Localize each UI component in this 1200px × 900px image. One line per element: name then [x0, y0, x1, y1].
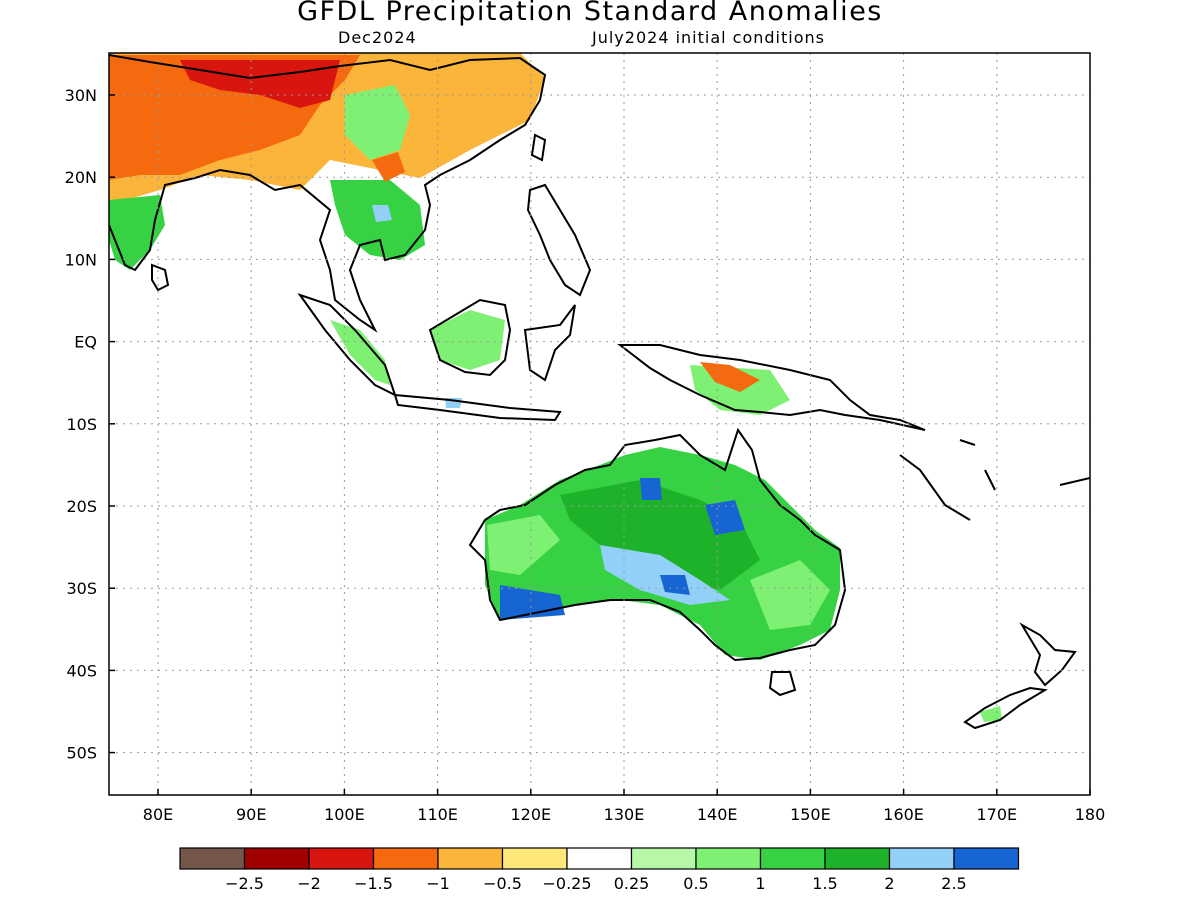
philippines-coast: [526, 183, 592, 297]
longitude-label: 130E: [604, 805, 645, 824]
colorbar-label: 2.5: [941, 874, 966, 893]
australia-extreme-wet-north: [640, 478, 662, 500]
sri-lanka-coast: [151, 263, 170, 292]
colorbar-label: −1: [426, 874, 450, 893]
latitude-label: 30S: [66, 579, 97, 598]
colorbar: −2.5 −2 −1.5 −1 −0.5 −0.25 0.25 0.5 1 1.5 2 2.5: [179, 847, 1020, 893]
colorbar-swatch: [179, 847, 246, 870]
colorbar-label: −1.5: [354, 874, 393, 893]
new-guinea-dry-patch: [700, 362, 760, 392]
latitude-label: 40S: [66, 661, 97, 680]
latitude-axis: 30N 20N 10N EQ 10S 20S 30S 40S 50S: [65, 86, 115, 763]
latitude-label: 50S: [66, 744, 97, 763]
forecast-month: Dec2024: [338, 28, 417, 47]
longitude-label: 150E: [790, 805, 831, 824]
colorbar-label: −0.25: [542, 874, 591, 893]
borneo-wet-region: [430, 310, 505, 370]
graticule: [109, 53, 1090, 795]
colorbar-label: −2.5: [225, 874, 264, 893]
australia-coast: [468, 427, 847, 662]
colorbar-swatch: [566, 847, 633, 870]
china-wet-patch: [345, 85, 410, 160]
sumatra-wet-region: [330, 320, 390, 385]
colorbar-swatch: [630, 847, 697, 870]
colorbar-swatch: [888, 847, 955, 870]
india-wet-region: [109, 195, 165, 270]
new-guinea-coast: [617, 344, 926, 431]
australia-moderate-wet-east: [750, 560, 830, 630]
indochina-very-wet-spot: [372, 205, 392, 222]
new-zealand-south-coast: [963, 686, 1048, 730]
pacific-islands-coast: [899, 439, 1090, 521]
latitude-label: 10N: [65, 250, 97, 269]
colorbar-label: 2: [884, 874, 894, 893]
initial-conditions-label: July2024 initial conditions: [592, 28, 825, 47]
taiwan-coast: [530, 133, 547, 162]
map-title: GFDL Precipitation Standard Anomalies: [297, 0, 883, 27]
australia-extreme-wet-central: [705, 500, 745, 535]
colorbar-label: −0.5: [483, 874, 522, 893]
longitude-label: 160E: [883, 805, 924, 824]
latitude-label: 20N: [65, 168, 97, 187]
longitude-label: 90E: [236, 805, 266, 824]
colorbar-swatch: [953, 847, 1020, 870]
longitude-label: 110E: [417, 805, 458, 824]
java-coast: [393, 393, 562, 422]
colorbar-label: 0.5: [683, 874, 708, 893]
colorbar-swatch: [372, 847, 439, 870]
longitude-label: 100E: [324, 805, 365, 824]
colorbar-swatch: [437, 847, 504, 870]
colorbar-swatch: [759, 847, 826, 870]
anomaly-field: [109, 53, 1002, 722]
borneo-coast: [428, 298, 512, 377]
longitude-label: 180: [1075, 805, 1106, 824]
colorbar-swatch: [824, 847, 891, 870]
new-zealand-north-coast: [1019, 622, 1077, 687]
colorbar-swatch: [501, 847, 568, 870]
colorbar-label: −2: [297, 874, 321, 893]
longitude-label: 140E: [697, 805, 738, 824]
colorbar-label: 1.5: [812, 874, 837, 893]
latitude-label: 10S: [66, 415, 97, 434]
longitude-axis: 80E 90E 100E 110E 120E 130E 140E 150E 160E 170E 18…: [143, 789, 1106, 824]
coastlines: [109, 54, 1090, 730]
longitude-label: 170E: [976, 805, 1017, 824]
colorbar-swatch: [308, 847, 375, 870]
asia-coastline: [109, 54, 547, 333]
longitude-label: 80E: [143, 805, 173, 824]
colorbar-swatch: [695, 847, 762, 870]
colorbar-swatch: [243, 847, 310, 870]
australia-extreme-wet-south: [660, 575, 690, 595]
longitude-label: 120E: [510, 805, 551, 824]
latitude-label: EQ: [74, 333, 97, 352]
tasmania-coast: [768, 671, 797, 697]
latitude-label: 20S: [66, 497, 97, 516]
australia-moderate-wet: [487, 515, 560, 575]
colorbar-label: 0.25: [614, 874, 650, 893]
colorbar-label: 1: [755, 874, 765, 893]
indochina-dry-patch: [372, 152, 405, 182]
latitude-label: 30N: [65, 86, 97, 105]
sulawesi-coast: [523, 304, 576, 382]
